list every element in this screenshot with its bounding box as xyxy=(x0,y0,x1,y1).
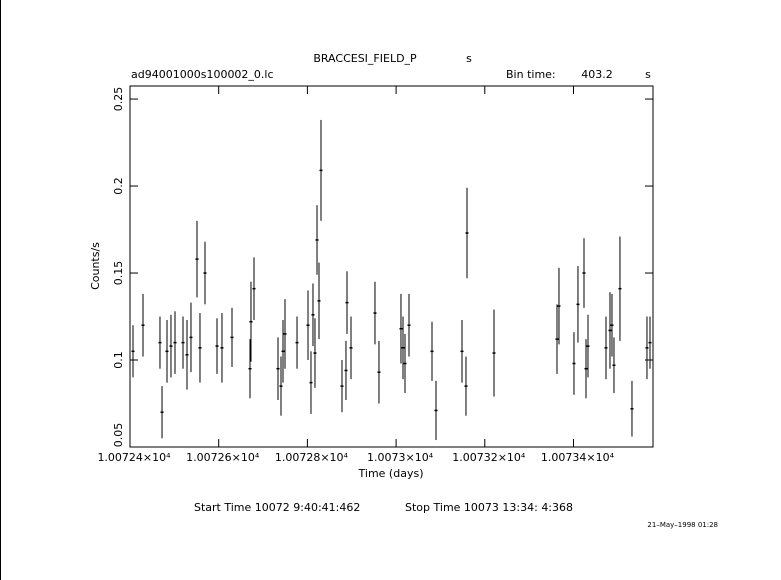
stop-time: Stop Time 10073 13:34: 4:368 xyxy=(405,501,573,514)
bin-time-unit: s xyxy=(645,68,651,81)
file-name: ad94001000s100002_0.lc xyxy=(131,68,274,81)
x-axis-label: Time (days) xyxy=(358,467,424,480)
chart-title: BRACCESI_FIELD_P xyxy=(313,52,417,65)
x-tick-label: 1.00728×10⁴ xyxy=(275,451,349,464)
y-tick-label: 0.2 xyxy=(112,177,125,195)
y-tick-label: 0.25 xyxy=(112,87,125,112)
bin-time: 403.2 xyxy=(581,68,613,81)
date-stamp: 21–May–1998 01:28 xyxy=(647,521,718,529)
x-tick-label: 1.00732×10⁴ xyxy=(452,451,526,464)
y-tick-label: 0.1 xyxy=(112,351,125,369)
y-tick-label: 0.05 xyxy=(112,423,125,448)
plot-frame xyxy=(129,85,654,448)
y-tick-label: 0.15 xyxy=(112,261,125,286)
x-tick-label: 1.00734×10⁴ xyxy=(541,451,615,464)
y-axis-label: Counts/s xyxy=(89,242,102,290)
x-tick-label: 1.00726×10⁴ xyxy=(186,451,260,464)
title-suffix: s xyxy=(466,52,472,65)
start-time: Start Time 10072 9:40:41:462 xyxy=(194,501,360,514)
axes xyxy=(129,86,653,448)
x-tick-label: 1.0073×10⁴ xyxy=(367,451,434,464)
bin-time-label: Bin time: xyxy=(506,68,556,81)
x-tick-label: 1.00724×10⁴ xyxy=(97,451,171,464)
